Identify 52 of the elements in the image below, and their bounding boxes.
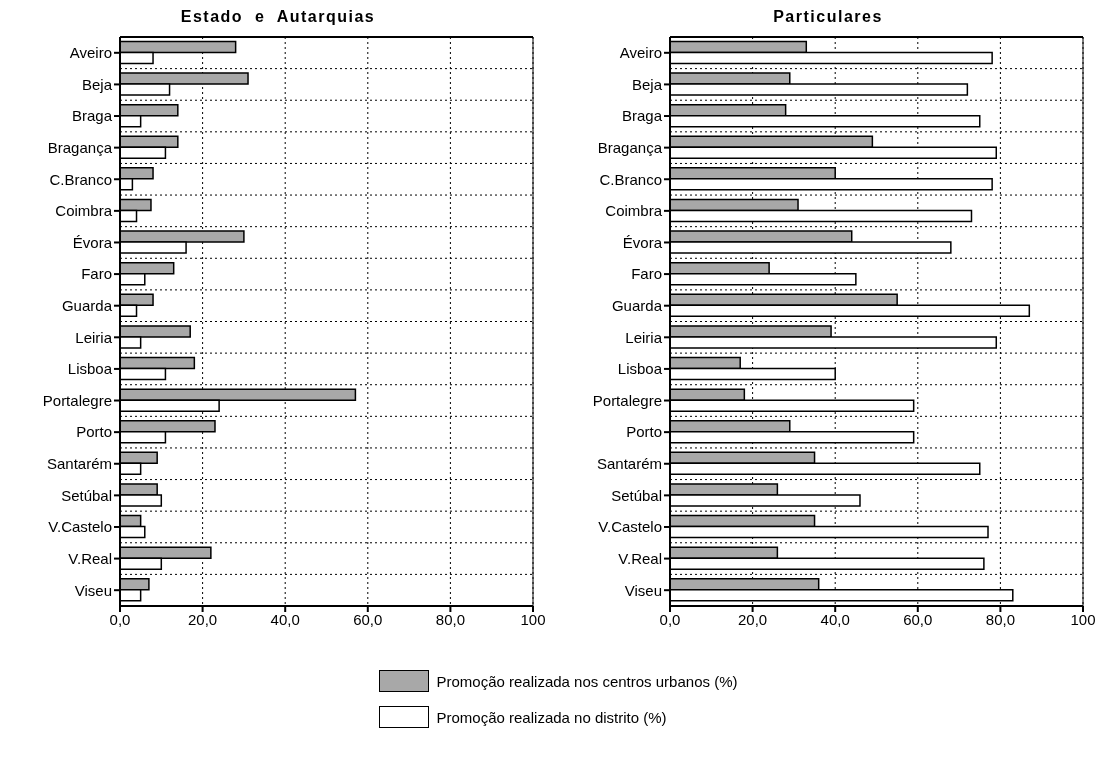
- y-tick-label: Setúbal: [61, 486, 112, 504]
- y-tick-label: Aveiro: [619, 44, 662, 62]
- y-tick-label: Beja: [81, 75, 113, 93]
- x-tick-label: 60,0: [903, 610, 933, 628]
- y-tick-label: Portalegre: [42, 391, 112, 409]
- y-tick-label: Guarda: [611, 297, 663, 315]
- y-tick-label: Santarém: [596, 455, 662, 473]
- x-tick-label: 40,0: [820, 610, 850, 628]
- y-tick-label: V.Castelo: [48, 518, 112, 536]
- y-tick-label: C.Branco: [49, 170, 112, 188]
- y-tick-label: Aveiro: [69, 44, 112, 62]
- x-tick-label: 40,0: [270, 610, 300, 628]
- y-tick-label: C.Branco: [599, 170, 662, 188]
- x-tick-label: 0,0: [109, 610, 131, 628]
- legend-label: Promoção realizada no distrito (%): [436, 708, 667, 726]
- y-tick-label: Leiria: [625, 328, 663, 346]
- y-tick-label: Leiria: [75, 328, 113, 346]
- y-tick-label: Coimbra: [55, 202, 113, 220]
- y-tick-label: V.Real: [618, 549, 662, 567]
- chart-title: Particulares: [772, 8, 884, 27]
- legend-label: Promoção realizada nos centros urbanos (%): [436, 672, 738, 690]
- x-tick-label: 80,0: [985, 610, 1015, 628]
- y-tick-label: Bragança: [597, 138, 663, 156]
- x-tick-label: 80,0: [435, 610, 465, 628]
- y-tick-label: Coimbra: [605, 202, 663, 220]
- x-tick-label: 60,0: [353, 610, 383, 628]
- y-tick-label: Viseu: [74, 581, 112, 599]
- x-tick-label: 100: [520, 610, 546, 628]
- y-tick-label: Braga: [71, 107, 113, 125]
- y-tick-label: V.Real: [68, 549, 112, 567]
- y-tick-label: Évora: [72, 233, 113, 251]
- x-tick-label: 0,0: [659, 610, 681, 628]
- chart-title: Estado e Autarquias: [179, 8, 377, 27]
- y-tick-label: Setúbal: [611, 486, 662, 504]
- y-tick-label: Viseu: [624, 581, 662, 599]
- y-tick-label: Faro: [81, 265, 112, 283]
- y-tick-label: Lisboa: [617, 360, 663, 378]
- y-tick-label: Beja: [631, 75, 663, 93]
- y-tick-label: Faro: [631, 265, 662, 283]
- y-tick-label: V.Castelo: [598, 518, 662, 536]
- y-tick-label: Évora: [622, 233, 663, 251]
- y-tick-label: Guarda: [61, 297, 113, 315]
- y-tick-label: Braga: [621, 107, 663, 125]
- y-tick-label: Bragança: [47, 138, 113, 156]
- y-tick-label: Porto: [76, 423, 112, 441]
- x-tick-label: 20,0: [738, 610, 768, 628]
- y-tick-label: Portalegre: [592, 391, 662, 409]
- x-tick-label: 100: [1070, 610, 1096, 628]
- y-tick-label: Porto: [626, 423, 662, 441]
- y-tick-label: Lisboa: [67, 360, 113, 378]
- x-tick-label: 20,0: [188, 610, 218, 628]
- y-tick-label: Santarém: [46, 455, 112, 473]
